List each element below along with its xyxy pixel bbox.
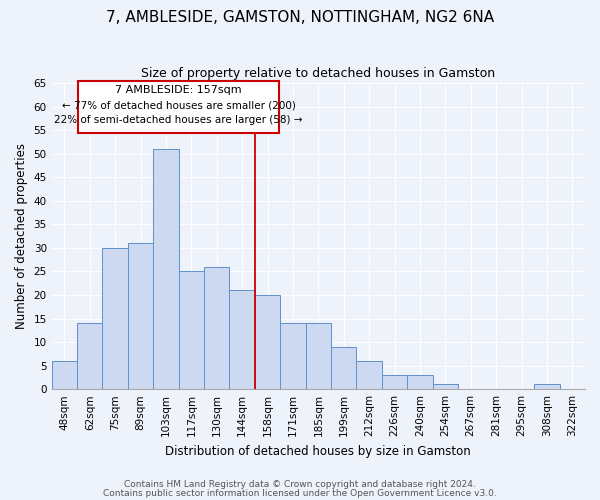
Text: ← 77% of detached houses are smaller (200): ← 77% of detached houses are smaller (20… xyxy=(62,100,296,110)
Bar xyxy=(153,149,179,389)
Bar xyxy=(77,323,103,389)
Bar xyxy=(433,384,458,389)
Text: 7, AMBLESIDE, GAMSTON, NOTTINGHAM, NG2 6NA: 7, AMBLESIDE, GAMSTON, NOTTINGHAM, NG2 6… xyxy=(106,10,494,25)
Text: 22% of semi-detached houses are larger (58) →: 22% of semi-detached houses are larger (… xyxy=(55,114,303,124)
Bar xyxy=(407,375,433,389)
Bar xyxy=(103,248,128,389)
Title: Size of property relative to detached houses in Gamston: Size of property relative to detached ho… xyxy=(141,68,496,80)
Bar xyxy=(52,361,77,389)
Bar xyxy=(280,323,305,389)
Text: Contains public sector information licensed under the Open Government Licence v3: Contains public sector information licen… xyxy=(103,488,497,498)
FancyBboxPatch shape xyxy=(79,80,279,132)
Bar xyxy=(255,295,280,389)
Bar xyxy=(356,361,382,389)
Bar xyxy=(305,323,331,389)
Bar xyxy=(179,272,204,389)
Bar xyxy=(128,243,153,389)
Bar xyxy=(382,375,407,389)
Bar xyxy=(229,290,255,389)
Bar xyxy=(204,266,229,389)
Text: 7 AMBLESIDE: 157sqm: 7 AMBLESIDE: 157sqm xyxy=(115,86,242,96)
Text: Contains HM Land Registry data © Crown copyright and database right 2024.: Contains HM Land Registry data © Crown c… xyxy=(124,480,476,489)
Y-axis label: Number of detached properties: Number of detached properties xyxy=(15,143,28,329)
X-axis label: Distribution of detached houses by size in Gamston: Distribution of detached houses by size … xyxy=(166,444,471,458)
Bar xyxy=(331,347,356,389)
Bar xyxy=(534,384,560,389)
